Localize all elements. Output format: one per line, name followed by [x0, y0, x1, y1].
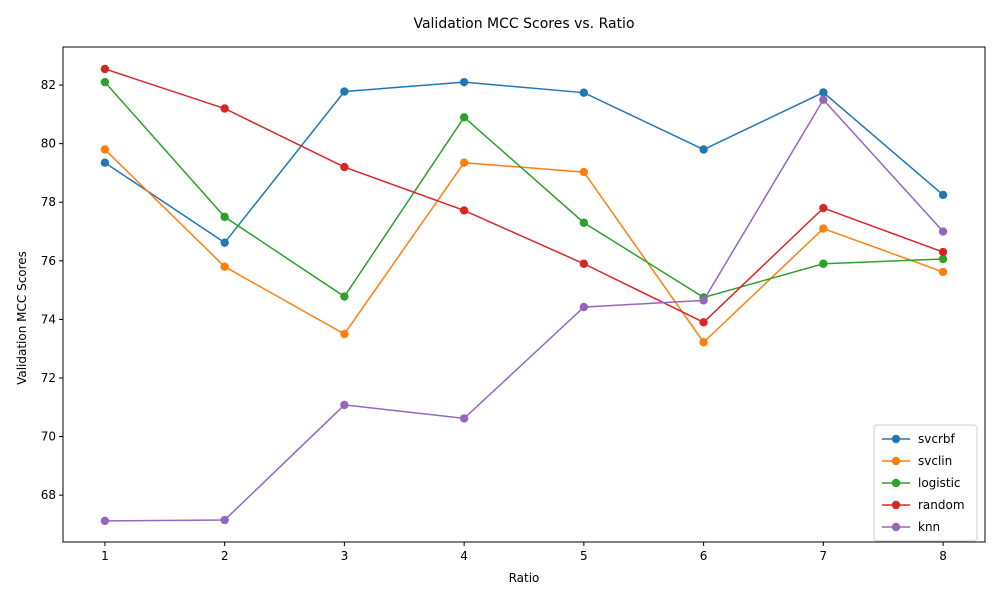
- data-point-random: [699, 318, 708, 327]
- x-tick-label: 6: [700, 549, 708, 563]
- data-point-svclin: [819, 224, 828, 233]
- chart-title: Validation MCC Scores vs. Ratio: [413, 16, 634, 32]
- y-tick-label: 82: [41, 78, 56, 92]
- y-tick-label: 72: [41, 371, 56, 385]
- y-tick-label: 78: [41, 195, 56, 209]
- series-line-svclin: [104, 148, 944, 344]
- data-point-svcrbf: [220, 238, 229, 247]
- data-point-logistic: [340, 292, 349, 301]
- legend-label-knn: knn: [918, 520, 940, 534]
- data-point-logistic: [579, 218, 589, 227]
- data-point-svcrbf: [100, 158, 110, 167]
- legend-marker-svcrbf: [891, 434, 901, 444]
- x-tick-label: 2: [221, 549, 229, 563]
- data-point-svclin: [459, 158, 469, 167]
- data-point-random: [340, 162, 349, 172]
- data-point-knn: [459, 414, 469, 423]
- data-point-random: [938, 247, 948, 257]
- y-tick-label: 68: [41, 488, 56, 502]
- data-point-random: [100, 64, 110, 74]
- x-tick-label: 1: [101, 549, 109, 563]
- data-point-svclin: [699, 338, 708, 347]
- data-point-svcrbf: [579, 88, 589, 97]
- data-point-svclin: [100, 145, 110, 154]
- data-point-knn: [220, 515, 229, 525]
- legend: svcrbf svclin logistic random knn: [873, 424, 978, 542]
- data-point-svcrbf: [699, 145, 708, 154]
- data-point-random: [220, 104, 229, 113]
- y-tick-label: 70: [41, 430, 56, 444]
- data-point-logistic: [938, 254, 948, 264]
- legend-label-svclin: svclin: [918, 454, 952, 468]
- legend-label-logistic: logistic: [918, 476, 961, 490]
- data-point-logistic: [220, 212, 229, 222]
- series-line-knn: [104, 98, 944, 522]
- data-point-random: [579, 259, 589, 268]
- data-point-knn: [340, 400, 349, 410]
- data-point-knn: [579, 302, 589, 312]
- legend-box: [873, 424, 978, 542]
- legend-label-random: random: [918, 498, 965, 512]
- legend-label-svcrbf: svcrbf: [918, 432, 956, 446]
- data-point-random: [819, 203, 828, 213]
- legend-marker-svclin: [891, 456, 901, 466]
- series-line-logistic: [104, 81, 944, 299]
- legend-marker-random: [891, 500, 901, 510]
- series-line-random: [104, 68, 944, 324]
- data-point-logistic: [819, 259, 828, 268]
- data-point-svclin: [220, 262, 229, 271]
- data-point-logistic: [100, 77, 110, 87]
- data-point-knn: [938, 227, 948, 236]
- axes-frame: [62, 46, 986, 543]
- y-tick-label: 76: [41, 254, 56, 268]
- data-point-logistic: [459, 113, 469, 122]
- y-tick-label: 74: [41, 312, 56, 326]
- legend-marker-logistic: [891, 478, 901, 488]
- x-tick-label: 5: [580, 549, 588, 563]
- data-point-svcrbf: [938, 190, 948, 200]
- x-tick-label: 4: [460, 549, 468, 563]
- x-tick-label: 8: [939, 549, 947, 563]
- data-point-svclin: [579, 167, 589, 177]
- data-point-svclin: [340, 329, 349, 339]
- plot-area: [100, 64, 948, 526]
- x-tick-label: 7: [820, 549, 828, 563]
- y-axis-label: Validation MCC Scores: [15, 251, 29, 385]
- data-point-svcrbf: [459, 77, 469, 87]
- legend-marker-knn: [891, 522, 901, 532]
- data-point-svcrbf: [819, 88, 828, 97]
- y-tick-label: 80: [41, 137, 56, 151]
- data-point-knn: [819, 95, 828, 104]
- series-line-svcrbf: [104, 81, 944, 244]
- data-point-knn: [100, 516, 110, 526]
- data-point-svclin: [938, 267, 948, 277]
- x-axis-label: Ratio: [509, 571, 540, 585]
- data-point-svcrbf: [340, 87, 349, 96]
- data-point-knn: [699, 296, 708, 305]
- x-tick-label: 3: [341, 549, 349, 563]
- data-point-random: [459, 206, 469, 215]
